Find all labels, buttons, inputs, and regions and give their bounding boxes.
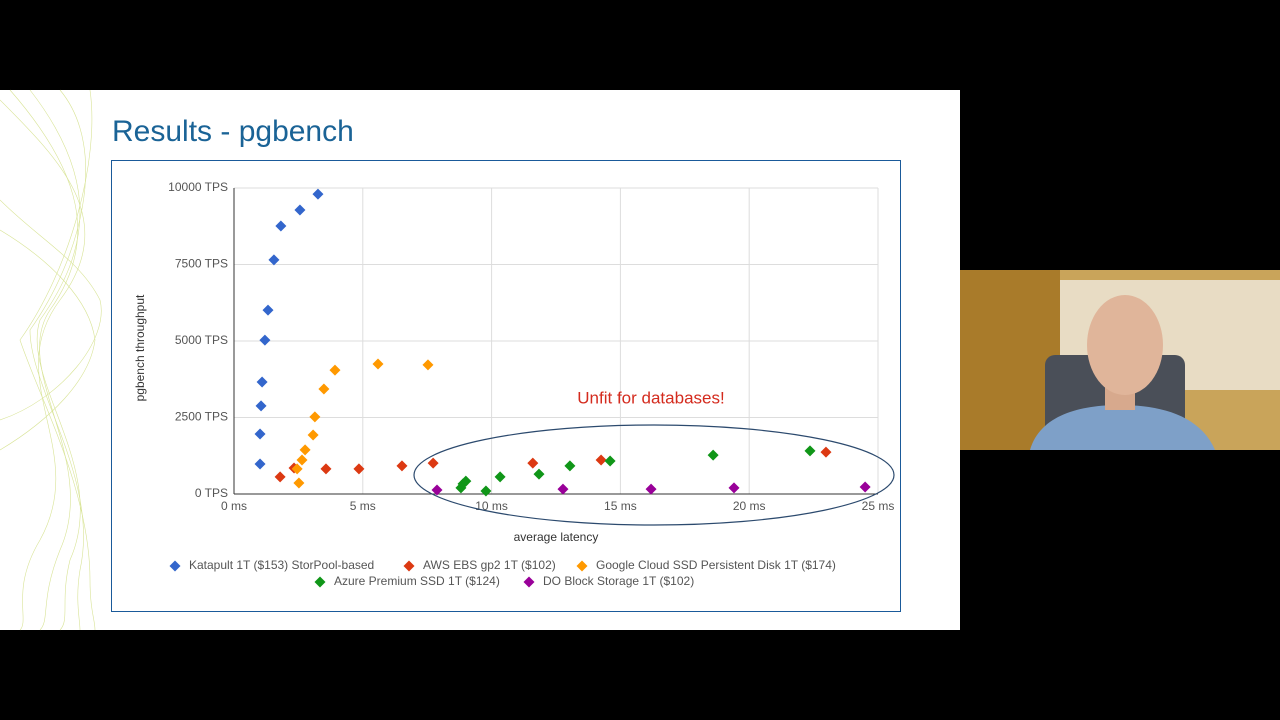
point <box>494 471 506 483</box>
point <box>645 483 657 495</box>
legend-marker <box>576 560 588 572</box>
y-tick-label: 2500 TPS <box>175 410 228 424</box>
legend-marker <box>169 560 181 572</box>
head <box>1087 295 1163 395</box>
point <box>329 364 341 376</box>
point <box>820 446 832 458</box>
legend-label: Katapult 1T ($153) StorPool-based <box>189 558 374 572</box>
legend-label: AWS EBS gp2 1T ($102) <box>423 558 556 572</box>
point <box>274 471 286 483</box>
point <box>804 445 816 457</box>
y-tick-label: 0 TPS <box>195 486 228 500</box>
point <box>268 254 280 266</box>
y-tick-label: 5000 TPS <box>175 333 228 347</box>
x-tick-label: 5 ms <box>350 499 376 513</box>
point <box>353 463 365 475</box>
legend-label: DO Block Storage 1T ($102) <box>543 574 694 588</box>
point <box>255 400 267 412</box>
point <box>427 457 439 469</box>
point <box>254 428 266 440</box>
x-tick-label: 20 ms <box>733 499 766 513</box>
point <box>299 444 311 456</box>
point <box>707 449 719 461</box>
x-tick-label: 0 ms <box>221 499 247 513</box>
point <box>294 204 306 216</box>
x-tick-label: 15 ms <box>604 499 637 513</box>
shirt <box>1030 405 1215 450</box>
point <box>320 463 332 475</box>
legend-marker <box>523 576 535 588</box>
point <box>296 454 308 466</box>
point <box>557 483 569 495</box>
point <box>604 455 616 467</box>
point <box>307 429 319 441</box>
y-tick-label: 10000 TPS <box>168 180 228 194</box>
point <box>422 359 434 371</box>
point <box>372 358 384 370</box>
legend-marker <box>403 560 415 572</box>
annotation-ellipse <box>413 424 895 526</box>
point <box>595 454 607 466</box>
point <box>527 457 539 469</box>
point <box>318 383 330 395</box>
point <box>396 460 408 472</box>
point <box>259 334 271 346</box>
point <box>262 304 274 316</box>
x-tick-label: 10 ms <box>475 499 508 513</box>
legend-marker <box>314 576 326 588</box>
point <box>480 485 492 497</box>
point <box>256 376 268 388</box>
x-axis-title: average latency <box>514 530 599 544</box>
chart-frame <box>111 160 901 612</box>
chart: 0 TPS 2500 TPS 5000 TPS 7500 TPS 10000 TPS 0 … <box>133 180 895 588</box>
slide-title: Results - pgbench <box>112 115 354 148</box>
point <box>533 468 545 480</box>
point <box>254 458 266 470</box>
slide-decoration <box>0 89 102 631</box>
x-tick-label: 25 ms <box>862 499 895 513</box>
y-tick-label: 7500 TPS <box>175 257 228 271</box>
y-axis-title: pgbench throughput <box>133 294 147 401</box>
point <box>293 477 305 489</box>
point <box>728 482 740 494</box>
point <box>291 463 303 475</box>
annotation: Unfit for databases! <box>577 388 724 407</box>
legend-label: Google Cloud SSD Persistent Disk 1T ($17… <box>596 558 836 572</box>
curtain <box>960 270 1060 450</box>
point <box>275 220 287 232</box>
point <box>564 460 576 472</box>
point <box>309 411 321 423</box>
point <box>312 188 324 200</box>
point <box>431 484 443 496</box>
point <box>859 481 871 493</box>
legend-label: Azure Premium SSD 1T ($124) <box>334 574 500 588</box>
point <box>460 475 472 487</box>
webcam <box>960 270 1280 450</box>
